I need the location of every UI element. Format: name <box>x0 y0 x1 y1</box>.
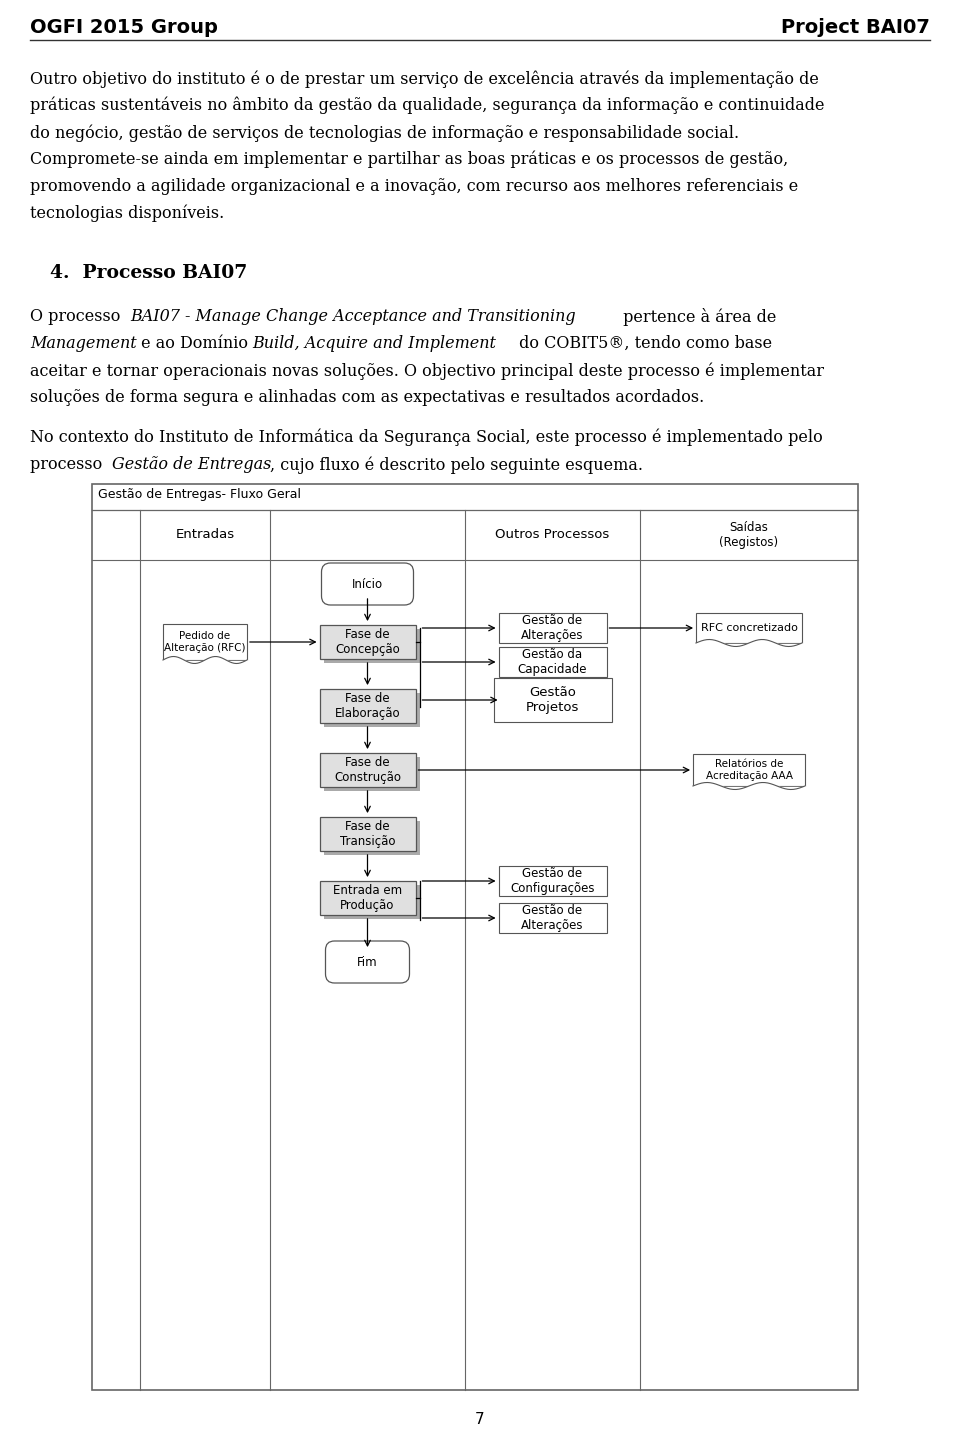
Text: Gestão
Projetos: Gestão Projetos <box>526 686 579 715</box>
Bar <box>320 881 416 915</box>
Bar <box>320 689 416 723</box>
Text: Outro objetivo do instituto é o de prestar um serviço de excelência através da i: Outro objetivo do instituto é o de prest… <box>30 70 819 88</box>
Text: tecnologias disponíveis.: tecnologias disponíveis. <box>30 206 225 223</box>
Bar <box>493 677 612 722</box>
Text: Fase de
Transição: Fase de Transição <box>340 820 396 848</box>
Text: Pedido de
Alteração (RFC): Pedido de Alteração (RFC) <box>164 631 246 653</box>
Text: Saídas
(Registos): Saídas (Registos) <box>719 521 779 549</box>
Text: RFC concretizado: RFC concretizado <box>701 623 798 633</box>
Bar <box>498 866 607 896</box>
Bar <box>498 647 607 677</box>
Text: No contexto do Instituto de Informática da Segurança Social, este processo é imp: No contexto do Instituto de Informática … <box>30 429 823 447</box>
Text: Gestão de
Alterações: Gestão de Alterações <box>521 905 584 932</box>
Bar <box>324 628 420 663</box>
Text: Gestão de
Alterações: Gestão de Alterações <box>521 614 584 641</box>
Text: Início: Início <box>352 578 383 591</box>
Text: Gestão de Entregas- Fluxo Geral: Gestão de Entregas- Fluxo Geral <box>98 487 301 500</box>
Text: pertence à área de: pertence à área de <box>618 308 777 326</box>
Bar <box>693 754 805 787</box>
Text: 4.  Processo BAI07: 4. Processo BAI07 <box>50 265 248 282</box>
Text: aceitar e tornar operacionais novas soluções. O objectivo principal deste proces: aceitar e tornar operacionais novas solu… <box>30 362 824 380</box>
Text: do negócio, gestão de serviços de tecnologias de informação e responsabilidade s: do negócio, gestão de serviços de tecnol… <box>30 124 739 141</box>
Bar <box>324 884 420 919</box>
Text: Build, Acquire and Implement: Build, Acquire and Implement <box>252 335 496 352</box>
Text: processo: processo <box>30 456 108 473</box>
Text: Entrada em
Produção: Entrada em Produção <box>333 884 402 912</box>
Bar <box>498 903 607 933</box>
Text: Gestão de
Configurações: Gestão de Configurações <box>511 867 595 894</box>
Text: do COBIT5®, tendo como base: do COBIT5®, tendo como base <box>514 335 772 352</box>
Bar <box>498 613 607 643</box>
Text: Outros Processos: Outros Processos <box>495 529 610 542</box>
Text: Gestão da
Capacidade: Gestão da Capacidade <box>517 649 588 676</box>
Bar <box>320 626 416 659</box>
Text: O processo: O processo <box>30 308 126 325</box>
Text: Fase de
Elaboração: Fase de Elaboração <box>335 692 400 720</box>
Text: BAI07 - Manage Change Acceptance and Transitioning: BAI07 - Manage Change Acceptance and Tra… <box>130 308 576 325</box>
Text: promovendo a agilidade organizacional e a inovação, com recurso aos melhores ref: promovendo a agilidade organizacional e … <box>30 178 799 196</box>
Bar <box>324 756 420 791</box>
Text: 7: 7 <box>475 1412 485 1428</box>
Text: Relatórios de
Acreditação AAA: Relatórios de Acreditação AAA <box>706 759 793 781</box>
Text: Entradas: Entradas <box>176 529 234 542</box>
Bar <box>324 821 420 856</box>
Text: Fase de
Concepção: Fase de Concepção <box>335 628 400 656</box>
FancyBboxPatch shape <box>325 940 410 984</box>
Text: e ao Domínio: e ao Domínio <box>136 335 253 352</box>
Bar <box>92 485 858 1391</box>
Text: Fim: Fim <box>357 955 378 969</box>
Bar <box>320 754 416 787</box>
Bar <box>163 624 247 660</box>
Text: Management: Management <box>30 335 136 352</box>
Bar <box>324 693 420 728</box>
Text: OGFI 2015 Group: OGFI 2015 Group <box>30 19 218 37</box>
FancyBboxPatch shape <box>322 564 414 605</box>
Text: práticas sustentáveis no âmbito da gestão da qualidade, segurança da informação : práticas sustentáveis no âmbito da gestã… <box>30 96 825 115</box>
Text: Project BAI07: Project BAI07 <box>781 19 930 37</box>
Text: Compromete-se ainda em implementar e partilhar as boas práticas e os processos d: Compromete-se ainda em implementar e par… <box>30 151 788 168</box>
Bar <box>696 613 802 643</box>
Text: Gestão de Entregas: Gestão de Entregas <box>112 456 272 473</box>
Text: Fase de
Construção: Fase de Construção <box>334 756 401 784</box>
Text: , cujo fluxo é descrito pelo seguinte esquema.: , cujo fluxo é descrito pelo seguinte es… <box>270 456 643 473</box>
Bar <box>320 817 416 851</box>
Text: soluções de forma segura e alinhadas com as expectativas e resultados acordados.: soluções de forma segura e alinhadas com… <box>30 390 705 406</box>
